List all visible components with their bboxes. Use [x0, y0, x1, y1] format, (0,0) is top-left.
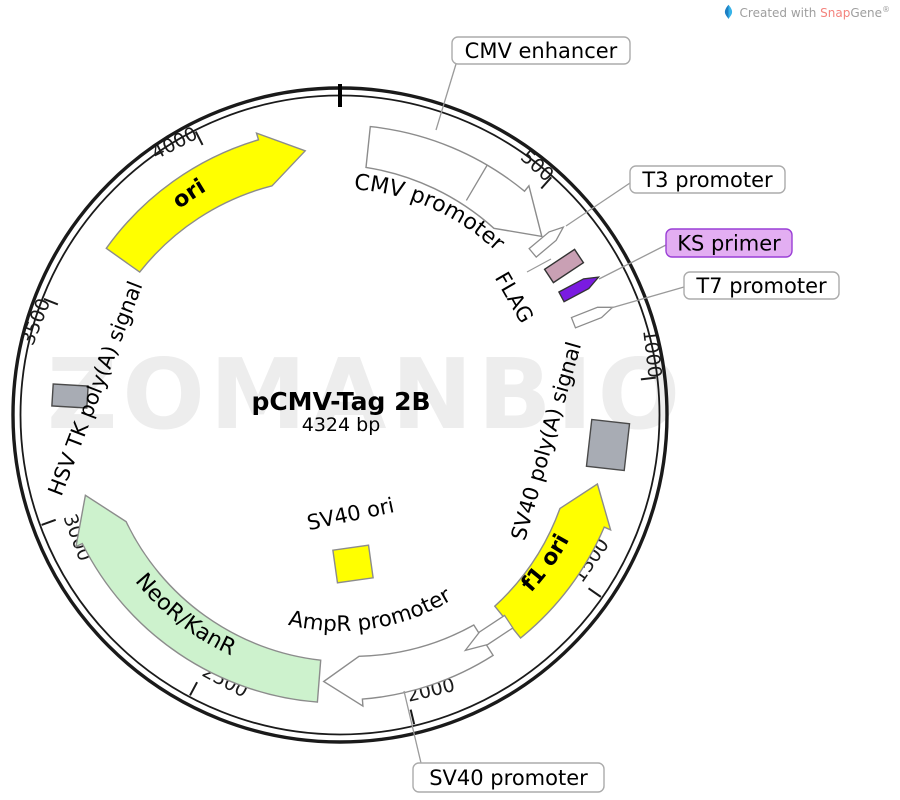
- features: [51, 125, 631, 708]
- callout-labels: CMV enhancer T3 promoter KS primer T7 promo…: [403, 36, 840, 793]
- credit-registered-mark: ®: [882, 4, 890, 14]
- watermark: ZOMANBIO: [47, 338, 686, 451]
- credit-brand-gene: Gene: [850, 5, 882, 20]
- tick-2500: [189, 681, 198, 696]
- plasmid-name: pCMV-Tag 2B: [251, 387, 430, 416]
- callout-label-ks-primer: KS primer: [677, 232, 781, 256]
- snapgene-credit: Created with SnapGene®: [722, 4, 890, 20]
- feature-f1-ori: [493, 482, 612, 639]
- tick-500: [540, 176, 552, 190]
- callout-label-t3-promoter: T3 promoter: [641, 168, 773, 192]
- callout-box-cmv-enhancer: [451, 36, 631, 65]
- tick-2000: [409, 709, 416, 725]
- callout-label-t7-promoter: T7 promoter: [695, 274, 827, 298]
- sv40-ori-label: SV40 ori: [305, 493, 396, 535]
- feature-t3-promoter: [528, 226, 565, 258]
- flag-connector: [526, 258, 552, 273]
- feature-ks-primer: [557, 276, 601, 303]
- feature-flag-tag: [543, 248, 585, 284]
- callout-line-t3-promoter: [565, 182, 631, 227]
- feature-ori: [105, 131, 307, 274]
- tick-1500: [587, 587, 602, 598]
- callout-box-t7-promoter: [683, 271, 840, 300]
- tick-label-3500: 3500: [17, 295, 55, 348]
- credit-brand-snap: Snap: [820, 5, 851, 20]
- callout-line-t7-promoter: [610, 286, 685, 309]
- tick-4000: [194, 131, 204, 146]
- tick-1000: [640, 376, 656, 381]
- credit-prefix: Created with: [739, 5, 821, 20]
- tick-label-4000: 4000: [148, 123, 201, 165]
- backbone-ring: [11, 84, 669, 744]
- feature-sv40-promoter: [322, 624, 495, 708]
- callout-line-cmv-enhancer: [435, 63, 457, 131]
- callout-box-t3-promoter: [629, 165, 786, 194]
- feature-hsv-tk-polya-signal: [51, 383, 89, 409]
- ampr-promoter-label-text: AmpR promoter: [286, 583, 455, 637]
- plasmid-title-group: pCMV-Tag 2B 4324 bp: [251, 387, 430, 436]
- feature-cmv-enhancer-promoter: [365, 125, 543, 238]
- snapgene-icon: [724, 4, 732, 19]
- feature-neor-kanr: [75, 494, 322, 703]
- feature-separator-cmv-enhancer-promoter: [465, 164, 488, 201]
- callout-label-sv40-promoter: SV40 promoter: [429, 766, 588, 790]
- callout-box-ks-primer: [665, 228, 793, 258]
- flag-label: FLAG: [490, 268, 538, 327]
- ampr-promoter-label: AmpR promoter: [286, 583, 455, 637]
- callout-label-cmv-enhancer: CMV enhancer: [465, 39, 618, 63]
- tick-3500: [43, 298, 59, 306]
- feature-sv40-ori: [332, 544, 374, 584]
- feature-ampr-promoter: [463, 614, 514, 652]
- tick-3000: [41, 518, 57, 526]
- callout-line-ks-primer: [598, 244, 667, 280]
- feature-sv40-polya-signal: [585, 418, 631, 472]
- callout-line-sv40-promoter: [403, 690, 422, 764]
- callout-box-sv40-promoter: [412, 762, 605, 793]
- tick-label-1000: 1000: [638, 328, 665, 379]
- feature-t7-promoter: [570, 306, 615, 329]
- plasmid-size: 4324 bp: [302, 414, 381, 436]
